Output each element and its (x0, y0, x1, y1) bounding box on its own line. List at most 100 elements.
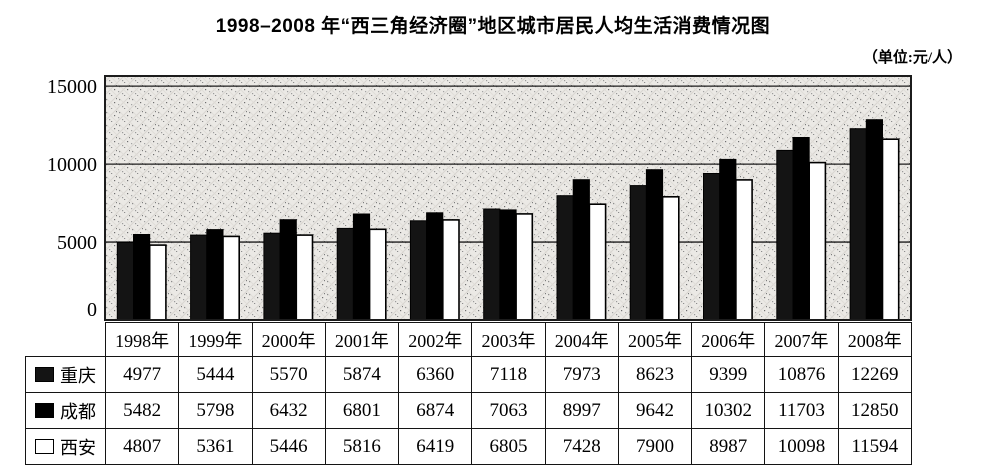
bar-chongqing-2001 (336, 227, 354, 321)
value-cell-chongqing-2001: 5874 (324, 356, 400, 393)
value-cell-chongqing-2004: 7973 (544, 356, 619, 393)
value-cell-xian-2001: 5816 (324, 428, 400, 465)
bar-chongqing-2003 (483, 208, 501, 321)
value-cell-chongqing-2006: 9399 (691, 356, 766, 393)
bar-xian-2002 (441, 219, 460, 321)
value-cell-chongqing-2008: 12269 (837, 356, 912, 393)
data-table: 1998年 1999年 2000年 2001年 2002年 2003年 2004年 2005年… (25, 322, 912, 465)
value-cell-xian-2005: 7900 (617, 428, 693, 465)
value-cell-xian-2002: 6419 (398, 428, 473, 465)
bar-chengdu-1998 (133, 234, 151, 321)
bar-xian-2004 (588, 203, 607, 321)
value-cell-xian-2007: 10098 (764, 428, 839, 465)
year-header-cell-2004: 2004年 (544, 322, 619, 357)
value-cell-chengdu-2001: 6801 (324, 392, 400, 429)
value-cell-chengdu-2003: 7063 (471, 392, 546, 429)
bar-xian-1998 (148, 244, 167, 321)
bar-chongqing-1999 (190, 234, 208, 321)
bar-chongqing-2005 (629, 185, 647, 321)
bar-chongqing-2007 (776, 149, 794, 321)
value-cell-chongqing-2003: 7118 (471, 356, 546, 393)
value-cell-xian-2008: 11594 (837, 428, 912, 465)
bar-chengdu-2001 (352, 213, 371, 321)
bar-xian-2005 (661, 196, 680, 321)
year-header-cell-2007: 2007年 (764, 322, 839, 357)
value-cell-chengdu-1998: 5482 (104, 392, 180, 429)
unit-label: （单位:元/人） (862, 50, 962, 66)
series-name-chongqing: 重庆 (60, 365, 96, 386)
value-cell-xian-2004: 7428 (544, 428, 619, 465)
series-row-chongqing: 重庆 4977 5444 5570 5874 6360 7118 7973 8623 9399 10… (25, 356, 912, 393)
year-header-cell-2008: 2008年 (837, 322, 912, 357)
year-header-cell-2006: 2006年 (691, 322, 766, 357)
value-cell-chongqing-2000: 5570 (251, 356, 326, 393)
bar-chengdu-2000 (279, 219, 297, 321)
value-cell-xian-1998: 4807 (104, 428, 180, 465)
series-name-xian: 西安 (60, 437, 96, 458)
y-axis-tick-label-15000: 15000 (47, 76, 97, 98)
value-cell-chongqing-2007: 10876 (764, 356, 839, 393)
value-cell-chengdu-1999: 5798 (178, 392, 253, 429)
value-cell-xian-1999: 5361 (178, 428, 253, 465)
y-axis-tick-label-0: 0 (87, 299, 97, 321)
bar-chongqing-2008 (849, 128, 867, 321)
chart-title: 1998–2008 年“西三角经济圈”地区城市居民人均生活消费情况图 (215, 16, 771, 37)
value-cell-chengdu-2004: 8997 (544, 392, 619, 429)
series-label-cell-chengdu: 成都 (25, 392, 106, 429)
bar-xian-2001 (368, 228, 387, 321)
bar-chengdu-2003 (499, 209, 517, 321)
value-cell-chongqing-1998: 4977 (104, 356, 180, 393)
value-cell-chongqing-1999: 5444 (178, 356, 253, 393)
bar-chengdu-2005 (645, 169, 664, 321)
value-cell-chengdu-2006: 10302 (691, 392, 766, 429)
value-cell-chengdu-2002: 6874 (398, 392, 473, 429)
bar-chongqing-2000 (263, 232, 281, 321)
series-name-chengdu: 成都 (60, 401, 96, 422)
value-cell-chengdu-2007: 11703 (764, 392, 839, 429)
year-header-cell-1999: 1999年 (178, 322, 253, 357)
bar-chart-svg: 0 5000 10000 15000 (47, 75, 912, 321)
value-cell-chengdu-2008: 12850 (837, 392, 912, 429)
series-row-xian: 西安 4807 5361 5446 5816 6419 6805 7428 7900 8987 10… (25, 428, 912, 465)
bar-chongqing-2002 (409, 220, 428, 321)
series-row-chengdu: 成都 5482 5798 6432 6801 6874 7063 8997 9642 10302 1… (25, 392, 912, 429)
bar-chengdu-2007 (792, 137, 810, 321)
year-header-cell-1998: 1998年 (104, 322, 180, 357)
value-cell-xian-2000: 5446 (251, 428, 326, 465)
bar-chengdu-2004 (572, 179, 590, 321)
value-cell-xian-2006: 8987 (691, 428, 766, 465)
value-cell-chengdu-2005: 9642 (617, 392, 693, 429)
year-header-cell-2005: 2005年 (617, 322, 693, 357)
year-header-cell-2003: 2003年 (471, 322, 546, 357)
y-axis-tick-label-10000: 10000 (47, 154, 97, 176)
bar-chengdu-1999 (206, 229, 224, 321)
series-label-cell-xian: 西安 (25, 428, 106, 465)
corner-blank-cell (26, 323, 106, 357)
value-cell-chongqing-2002: 6360 (398, 356, 473, 393)
series-label-cell-chongqing: 重庆 (25, 356, 106, 393)
year-header-row: 1998年 1999年 2000年 2001年 2002年 2003年 2004年 2005年… (26, 322, 912, 357)
value-cell-xian-2003: 6805 (471, 428, 546, 465)
bar-chengdu-2002 (426, 212, 444, 321)
bar-xian-2003 (515, 213, 534, 321)
bar-xian-2006 (735, 179, 753, 321)
bar-chongqing-1998 (116, 241, 135, 321)
bar-xian-2000 (295, 234, 314, 321)
legend-swatch-chongqing (35, 367, 54, 382)
bar-chengdu-2006 (719, 158, 737, 321)
y-axis-tick-label-5000: 5000 (57, 232, 97, 254)
year-header-cell-2001: 2001年 (324, 322, 400, 357)
bar-xian-2008 (881, 138, 900, 321)
value-cell-chengdu-2000: 6432 (251, 392, 326, 429)
legend-swatch-xian (35, 439, 54, 454)
year-header-cell-2000: 2000年 (251, 322, 326, 357)
year-header-cell-2002: 2002年 (398, 322, 473, 357)
bar-chart: 0 5000 10000 15000 (0, 70, 986, 332)
bar-chongqing-2004 (556, 195, 574, 321)
legend-swatch-chengdu (35, 403, 54, 418)
bar-xian-1999 (222, 235, 241, 321)
bar-xian-2007 (808, 161, 827, 321)
bar-chengdu-2008 (865, 119, 883, 321)
bar-chongqing-2006 (703, 173, 721, 321)
